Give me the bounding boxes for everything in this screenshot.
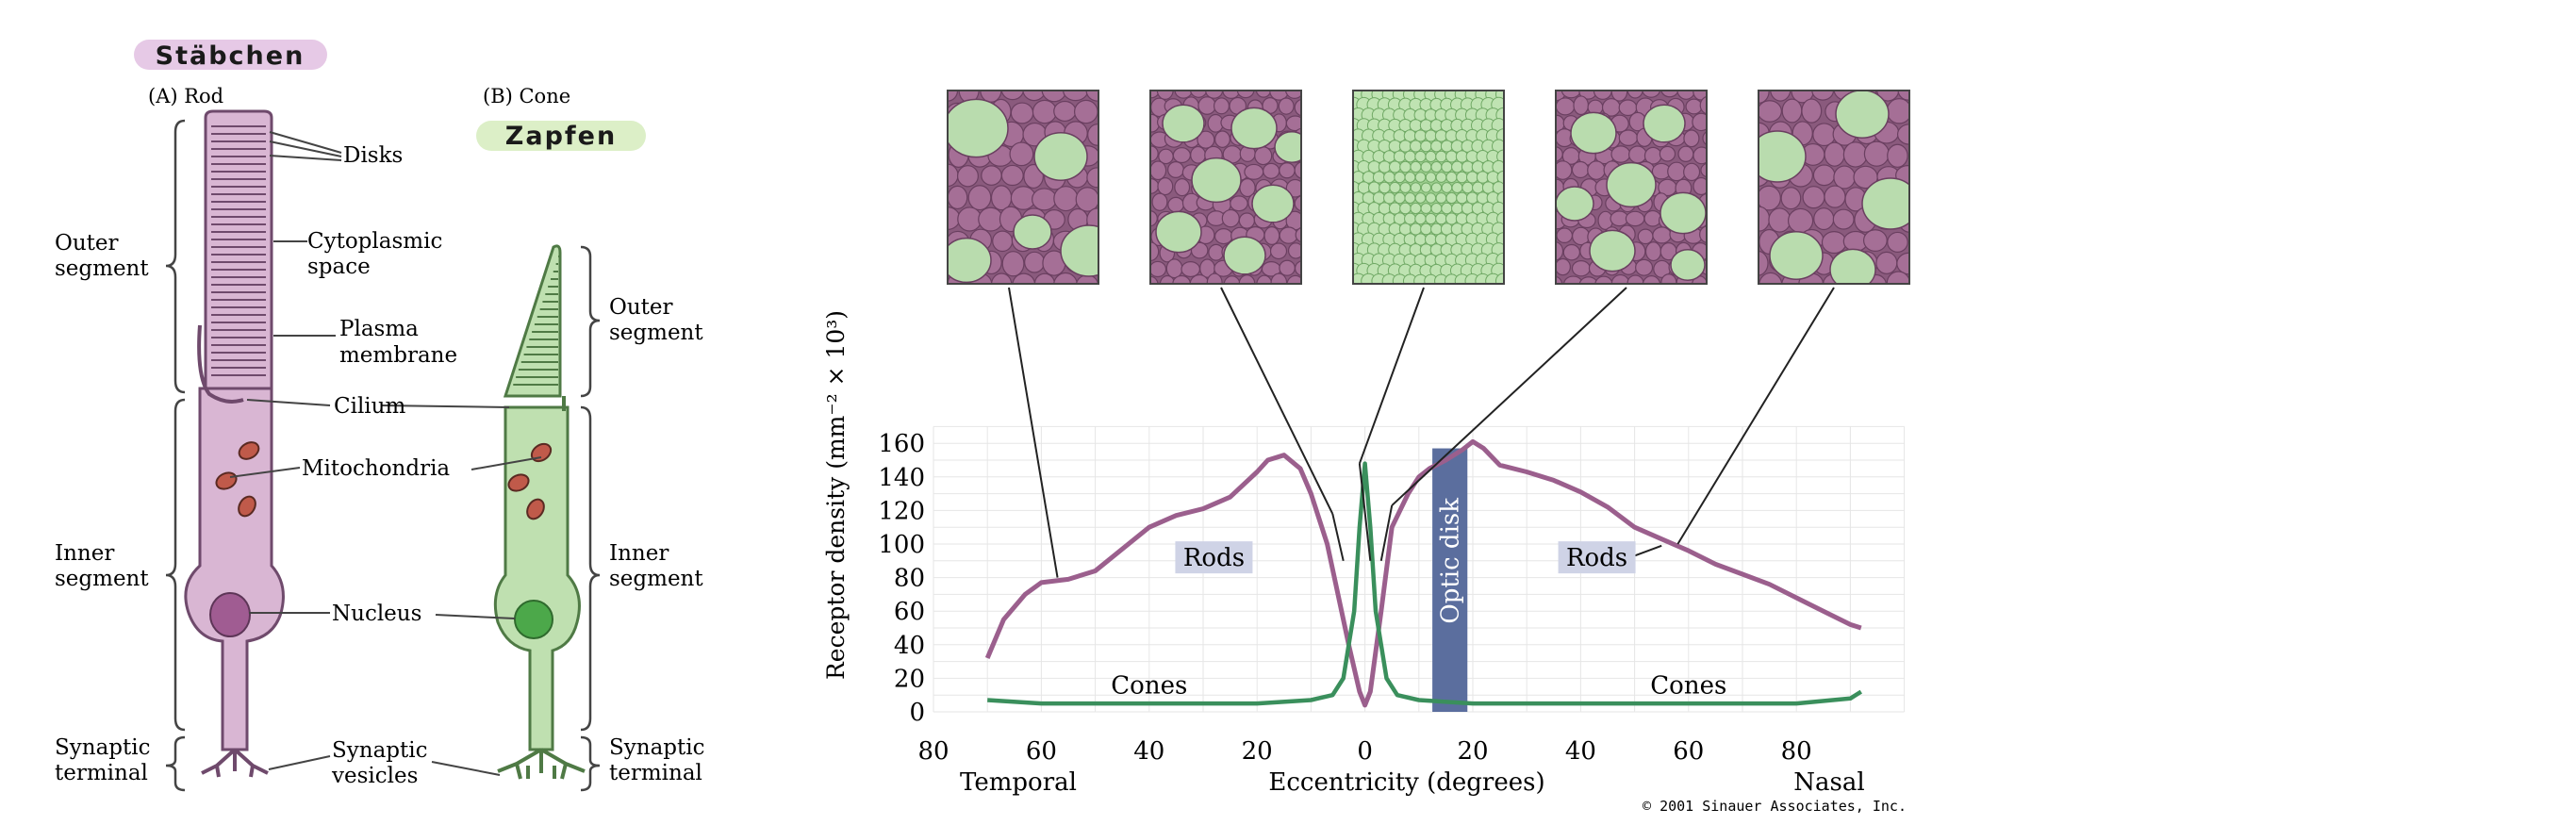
plasma-label-1: Plasma xyxy=(339,317,419,341)
cone-nucleus xyxy=(514,600,553,639)
x-tick-2: 40 xyxy=(1133,737,1164,766)
handwritten-cone-highlight xyxy=(476,121,646,151)
handwritten-cone-label: Zapfen xyxy=(505,122,617,151)
x-axis-label: Eccentricity (degrees) xyxy=(1268,768,1544,797)
cone-cell xyxy=(493,244,586,780)
x-tick-7: 60 xyxy=(1673,737,1704,766)
y-tick-160: 160 xyxy=(878,430,925,458)
rod-mitochondria xyxy=(215,441,260,518)
mosaic-tile-mid-nasal xyxy=(1555,90,1708,285)
rod-disks xyxy=(211,125,266,376)
cone-disks xyxy=(513,256,559,386)
x-tick-5: 20 xyxy=(1457,737,1488,766)
rod-inner-segment xyxy=(184,387,285,751)
mosaic-tile-mid-temporal xyxy=(1149,90,1302,285)
rod-inner-segment-label-2: segment xyxy=(55,567,149,591)
rods-label-left-box xyxy=(1175,541,1253,574)
plasma-label-2: membrane xyxy=(339,343,457,368)
synaptic-vesicles-label-1: Synaptic xyxy=(332,738,427,763)
cone-outer-segment-label-1: Outer xyxy=(609,295,673,320)
rods-label-right: Rods xyxy=(1566,544,1627,572)
mitochondria-label: Mitochondria xyxy=(302,456,450,481)
cone-inner-segment-label-2: segment xyxy=(609,567,703,591)
synaptic-vesicles-label-2: vesicles xyxy=(331,764,418,788)
mosaic-tile-temporal xyxy=(947,90,1099,285)
handwritten-rod-label: Stäbchen xyxy=(156,41,305,71)
segment-braces xyxy=(165,119,601,792)
rod-synaptic-terminal-label-1: Synaptic xyxy=(55,735,150,760)
rod-outer-segment-label-2: segment xyxy=(55,256,149,281)
cone-inner-segment-label-1: Inner xyxy=(609,541,669,566)
series-labels: Rods Rods Cones Cones xyxy=(1111,541,1726,700)
y-tick-60: 60 xyxy=(894,598,925,626)
temporal-label: Temporal xyxy=(960,768,1077,797)
y-tick-80: 80 xyxy=(894,565,925,593)
density-chart: Optic disk 0 20 40 60 80 100 120 140 160 80 60 40 2… xyxy=(822,287,1907,815)
rod-outer-segment xyxy=(204,109,273,390)
nasal-label: Nasal xyxy=(1793,768,1864,797)
y-tick-20: 20 xyxy=(894,665,925,693)
x-tick-0: 80 xyxy=(917,737,949,766)
cone-synaptic-terminal xyxy=(497,748,586,780)
y-tick-120: 120 xyxy=(878,497,925,525)
rods-series-line xyxy=(984,438,1862,708)
nucleus-label: Nucleus xyxy=(332,602,421,626)
mosaic-tile-fovea xyxy=(1352,90,1505,285)
y-tick-100: 100 xyxy=(878,531,925,559)
handwritten-rod-highlight xyxy=(134,40,327,70)
mosaic-tiles xyxy=(947,90,1910,285)
copyright-credit: © 2001 Sinauer Associates, Inc. xyxy=(1643,798,1907,815)
x-tick-6: 40 xyxy=(1565,737,1596,766)
cones-series-line xyxy=(987,461,1863,706)
disks-label: Disks xyxy=(343,143,403,168)
x-tick-4: 0 xyxy=(1357,737,1373,766)
mosaic-tile-nasal xyxy=(1758,90,1910,285)
cone-outer-segment xyxy=(503,244,562,398)
rod-cone-leaders xyxy=(229,131,542,776)
rod-synaptic-terminal xyxy=(201,748,269,778)
rod-cone-labels: Disks Cytoplasmic space Plasma membrane … xyxy=(55,143,704,788)
rod-cell xyxy=(184,109,285,778)
cilium-label: Cilium xyxy=(334,394,405,419)
cone-synaptic-terminal-label-2: terminal xyxy=(609,761,702,785)
y-tick-labels: 0 20 40 60 80 100 120 140 160 xyxy=(878,430,925,727)
cones-label-left: Cones xyxy=(1111,671,1187,700)
x-tick-labels: 80 60 40 20 0 20 40 60 80 xyxy=(917,737,1811,766)
optic-disk-bar xyxy=(1432,448,1468,712)
cytoplasmic-label-1: Cytoplasmic xyxy=(307,229,442,254)
cones-label-right: Cones xyxy=(1650,671,1726,700)
x-tick-1: 60 xyxy=(1026,737,1057,766)
mosaic-leader-lines xyxy=(1008,287,1835,578)
rod-inner-segment-label-1: Inner xyxy=(55,541,114,566)
rod-title: (A) Rod xyxy=(148,85,223,107)
rod-nucleus xyxy=(209,592,251,637)
x-tick-3: 20 xyxy=(1242,737,1273,766)
rods-label-right-box xyxy=(1558,541,1636,574)
rod-cone-panel: Stäbchen Zapfen (A) Rod (B) Cone xyxy=(55,40,704,792)
cone-synaptic-terminal-label-1: Synaptic xyxy=(609,735,704,760)
cone-outer-segment-label-2: segment xyxy=(609,321,703,345)
chart-grid xyxy=(933,425,1906,713)
y-tick-140: 140 xyxy=(878,464,925,492)
cone-inner-segment xyxy=(493,405,581,751)
y-tick-0: 0 xyxy=(909,699,925,727)
x-tick-8: 80 xyxy=(1781,737,1812,766)
y-tick-40: 40 xyxy=(894,632,925,660)
cone-title: (B) Cone xyxy=(483,85,570,107)
rods-label-left: Rods xyxy=(1183,544,1245,572)
y-axis-label: Receptor density (mm⁻² × 10³) xyxy=(822,310,850,680)
rod-cilium xyxy=(197,324,244,404)
optic-disk-label: Optic disk xyxy=(1437,498,1465,624)
cytoplasmic-label-2: space xyxy=(307,255,371,279)
rod-synaptic-terminal-label-2: terminal xyxy=(55,761,148,785)
rod-outer-segment-label-1: Outer xyxy=(55,231,119,256)
